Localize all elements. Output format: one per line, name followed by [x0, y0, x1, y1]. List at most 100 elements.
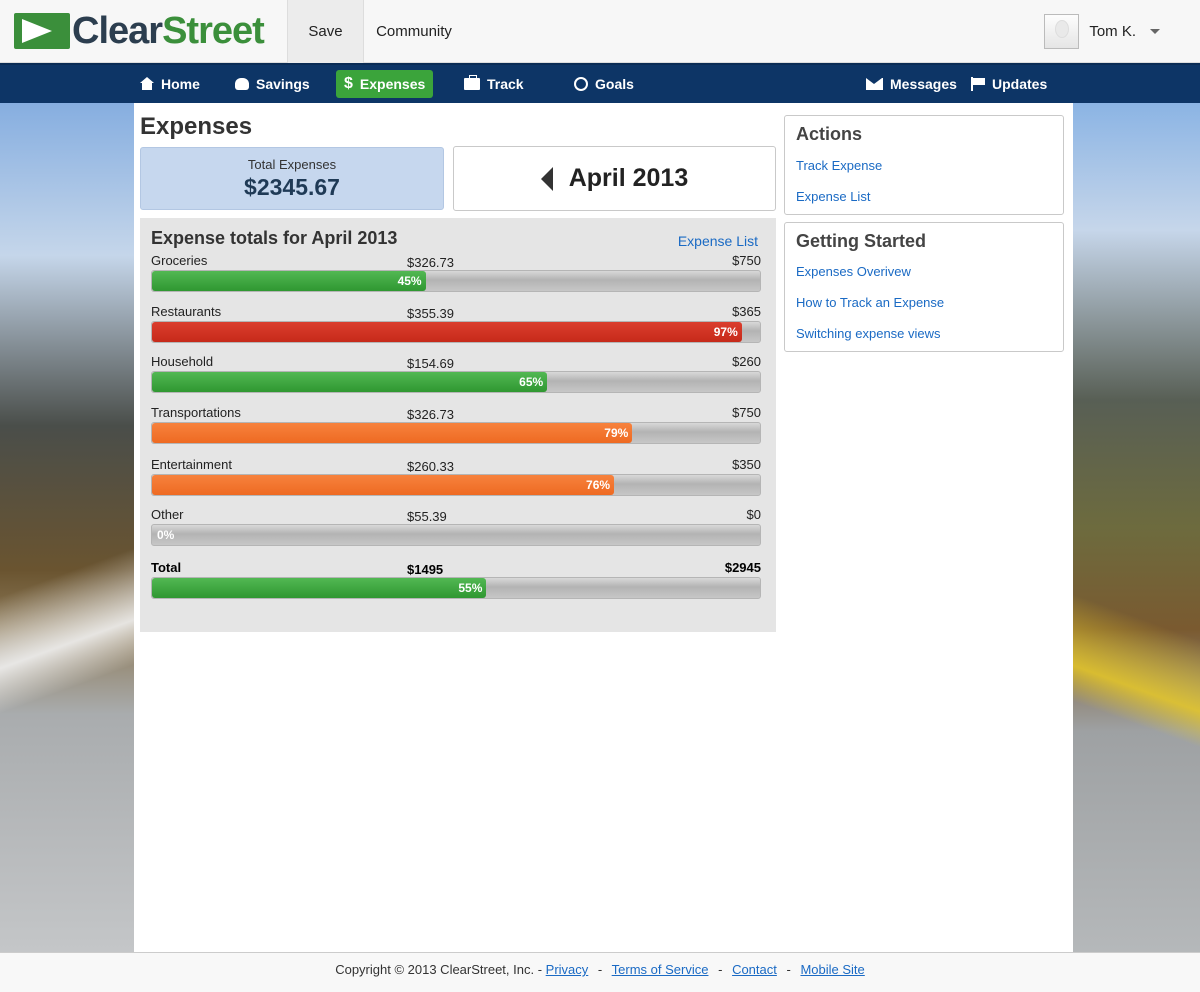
expense-category: Household: [151, 354, 214, 369]
main-nav: Home Savings $ Expenses Track Goals Mess…: [0, 63, 1200, 103]
expense-budget: $750: [732, 253, 761, 268]
expense-list-link[interactable]: Expense List: [677, 233, 758, 249]
actions-title: Actions: [796, 124, 863, 144]
footer-separator: -: [718, 962, 723, 977]
user-menu[interactable]: Tom K.: [1044, 14, 1160, 49]
nav-label-home: Home: [161, 76, 200, 92]
chevron-down-icon[interactable]: [1150, 29, 1160, 34]
nav-item-expenses[interactable]: $ Expenses: [336, 70, 434, 98]
footer-separator: -: [597, 962, 603, 977]
progress-bar: 45%: [151, 270, 761, 292]
nav-item-track[interactable]: Track: [456, 70, 532, 98]
envelope-icon: [866, 78, 883, 90]
expense-list-sidebar-link[interactable]: Expense List: [796, 189, 871, 204]
expense-amount: $326.73: [407, 255, 454, 270]
progress-fill: 45%: [152, 271, 426, 291]
nav-label-goals: Goals: [595, 76, 634, 92]
road-logo-icon: [14, 13, 70, 49]
progress-fill: 55%: [152, 578, 487, 598]
expense-amount: $154.69: [407, 356, 454, 371]
expense-budget: $0: [746, 507, 761, 522]
getting-started-box: Getting Started Expenses Overivew How to…: [784, 222, 1064, 352]
briefcase-icon: [464, 75, 480, 90]
total-expenses-value: $2345.67: [244, 174, 340, 200]
tab-community[interactable]: Community: [376, 23, 452, 40]
progress-bar: 97%: [151, 321, 761, 343]
mobile-site-link[interactable]: Mobile Site: [800, 962, 865, 977]
expense-row: Groceries $326.73 $750 45%: [151, 253, 761, 301]
nav-item-messages[interactable]: Messages: [858, 70, 965, 98]
expense-budget: $2945: [724, 560, 761, 575]
expense-amount: $1495: [407, 562, 444, 577]
progress-bar: 55%: [151, 577, 761, 599]
expense-amount: $326.73: [407, 407, 454, 422]
nav-label-track: Track: [487, 76, 524, 92]
expense-amount: $355.39: [407, 306, 454, 321]
expense-category: Groceries: [151, 253, 208, 268]
goal-icon: [574, 77, 588, 91]
tab-save[interactable]: Save: [287, 0, 364, 63]
progress-fill: 79%: [152, 423, 633, 443]
expense-category: Restaurants: [151, 304, 222, 319]
expense-category: Transportations: [151, 405, 241, 420]
nav-item-updates[interactable]: Updates: [963, 70, 1055, 98]
expenses-overview-link[interactable]: Expenses Overivew: [796, 264, 911, 279]
clearstreet-logo[interactable]: ClearStreet: [14, 10, 265, 52]
terms-link[interactable]: Terms of Service: [611, 962, 709, 977]
expense-totals-panel: Expense totals for April 2013 Expense Li…: [140, 218, 776, 632]
expense-budget: $260: [732, 354, 761, 369]
expense-row: Entertainment $260.33 $350 76%: [151, 457, 761, 505]
progress-fill: 65%: [152, 372, 548, 392]
footer: Copyright © 2013 ClearStreet, Inc. - Pri…: [0, 952, 1200, 992]
expense-budget: $365: [732, 304, 761, 319]
progress-bar: 0%: [151, 524, 761, 546]
progress-fill: 76%: [152, 475, 615, 495]
month-selector: April 2013: [453, 146, 776, 211]
previous-month-icon[interactable]: [540, 166, 553, 191]
actions-box: Actions Track Expense Expense List: [784, 115, 1064, 215]
copyright-text: Copyright © 2013 ClearStreet, Inc. -: [335, 962, 543, 977]
nav-label-expenses: Expenses: [359, 76, 426, 92]
expense-budget: $750: [732, 405, 761, 420]
month-label: April 2013: [568, 164, 689, 192]
nav-item-home[interactable]: Home: [132, 70, 208, 98]
dollar-icon: $: [344, 75, 353, 92]
user-name[interactable]: Tom K.: [1089, 23, 1136, 40]
track-expense-link[interactable]: Track Expense: [796, 158, 883, 173]
progress-bar: 76%: [151, 474, 761, 496]
nav-label-messages: Messages: [890, 76, 957, 92]
progress-fill: 97%: [152, 322, 742, 342]
nav-item-savings[interactable]: Savings: [227, 70, 318, 98]
getting-started-title: Getting Started: [796, 231, 927, 251]
privacy-link[interactable]: Privacy: [545, 962, 589, 977]
logo-text: ClearStreet: [72, 10, 265, 52]
expense-category: Other: [151, 507, 184, 522]
expense-row: Restaurants $355.39 $365 97%: [151, 304, 761, 352]
expense-amount: $55.39: [407, 509, 447, 524]
page-title: Expenses: [140, 113, 253, 140]
background-image-right: [1073, 103, 1200, 952]
progress-label: 0%: [157, 528, 175, 542]
expense-total-row: Total $1495 $2945 55%: [151, 560, 761, 608]
panel-title: Expense totals for April 2013: [151, 228, 398, 248]
progress-bar: 79%: [151, 422, 761, 444]
top-header: ClearStreet Save Community Tom K.: [0, 0, 1200, 63]
nav-label-savings: Savings: [256, 76, 310, 92]
nav-item-goals[interactable]: Goals: [566, 70, 642, 98]
nav-label-updates: Updates: [992, 76, 1048, 92]
background-image-left: [0, 103, 134, 952]
how-to-track-link[interactable]: How to Track an Expense: [796, 295, 945, 310]
total-expenses-label: Total Expenses: [247, 157, 337, 172]
contact-link[interactable]: Contact: [732, 962, 777, 977]
expense-category: Entertainment: [151, 457, 232, 472]
home-icon: [140, 77, 154, 90]
total-expenses-card: Total Expenses $2345.67: [140, 147, 444, 210]
expense-row: Other $55.39 $0 0%: [151, 507, 761, 555]
piggy-bank-icon: [235, 78, 249, 90]
main-content: Expenses Total Expenses $2345.67 April 2…: [134, 103, 1073, 952]
expense-category: Total: [151, 560, 182, 575]
switching-views-link[interactable]: Switching expense views: [796, 326, 941, 341]
footer-separator: -: [786, 962, 791, 977]
avatar[interactable]: [1044, 14, 1080, 49]
expense-budget: $350: [732, 457, 761, 472]
